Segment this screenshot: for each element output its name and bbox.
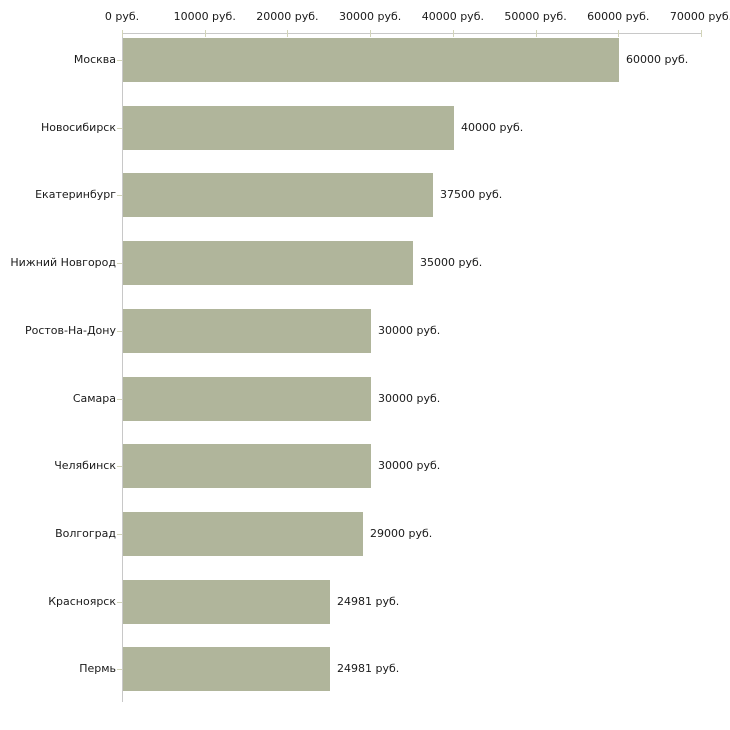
x-tick-label: 0 руб. xyxy=(104,10,140,23)
bar xyxy=(123,377,371,421)
x-tick xyxy=(122,30,123,37)
y-tick xyxy=(117,534,122,535)
x-tick xyxy=(204,30,206,37)
category-label: Москва xyxy=(73,53,116,66)
value-label: 60000 руб. xyxy=(626,53,689,66)
y-tick xyxy=(117,128,122,129)
y-tick xyxy=(117,602,122,603)
bar xyxy=(123,444,371,488)
value-label: 29000 руб. xyxy=(370,527,433,540)
category-label: Нижний Новгород xyxy=(10,256,116,269)
x-tick xyxy=(618,30,620,37)
x-tick xyxy=(535,30,537,37)
value-label: 40000 руб. xyxy=(461,121,524,134)
category-label: Пермь xyxy=(79,662,116,675)
bar xyxy=(123,580,330,624)
x-tick xyxy=(370,30,372,37)
x-tick-label: 70000 руб. xyxy=(669,10,730,23)
x-tick xyxy=(287,30,289,37)
y-tick xyxy=(117,331,122,332)
bar xyxy=(123,38,619,82)
y-tick xyxy=(117,60,122,61)
y-tick xyxy=(117,195,122,196)
value-label: 24981 руб. xyxy=(337,595,400,608)
category-label: Волгоград xyxy=(55,527,116,540)
category-label: Красноярск xyxy=(48,595,116,608)
y-tick xyxy=(117,466,122,467)
x-tick-label: 20000 руб. xyxy=(256,10,319,23)
bar xyxy=(123,309,371,353)
value-label: 30000 руб. xyxy=(378,392,441,405)
y-tick xyxy=(117,669,122,670)
bar xyxy=(123,173,433,217)
x-tick-label: 40000 руб. xyxy=(421,10,484,23)
value-label: 35000 руб. xyxy=(420,256,483,269)
y-tick xyxy=(117,399,122,400)
category-label: Самара xyxy=(72,392,116,405)
value-label: 30000 руб. xyxy=(378,459,441,472)
bar xyxy=(123,106,454,150)
y-tick xyxy=(117,263,122,264)
x-tick-label: 30000 руб. xyxy=(339,10,402,23)
bar xyxy=(123,241,413,285)
x-tick xyxy=(701,30,702,37)
x-tick-label: 50000 руб. xyxy=(504,10,567,23)
value-label: 30000 руб. xyxy=(378,324,441,337)
category-label: Челябинск xyxy=(54,459,116,472)
bar xyxy=(123,512,363,556)
x-tick xyxy=(452,30,454,37)
x-tick-label: 10000 руб. xyxy=(173,10,236,23)
y-axis-line xyxy=(122,33,123,702)
category-label: Новосибирск xyxy=(40,121,116,134)
category-label: Ростов-На-Дону xyxy=(24,324,116,337)
x-axis-line xyxy=(122,33,701,34)
x-tick-label: 60000 руб. xyxy=(587,10,650,23)
value-label: 37500 руб. xyxy=(440,188,503,201)
value-label: 24981 руб. xyxy=(337,662,400,675)
bar xyxy=(123,647,330,691)
category-label: Екатеринбург xyxy=(35,188,116,201)
